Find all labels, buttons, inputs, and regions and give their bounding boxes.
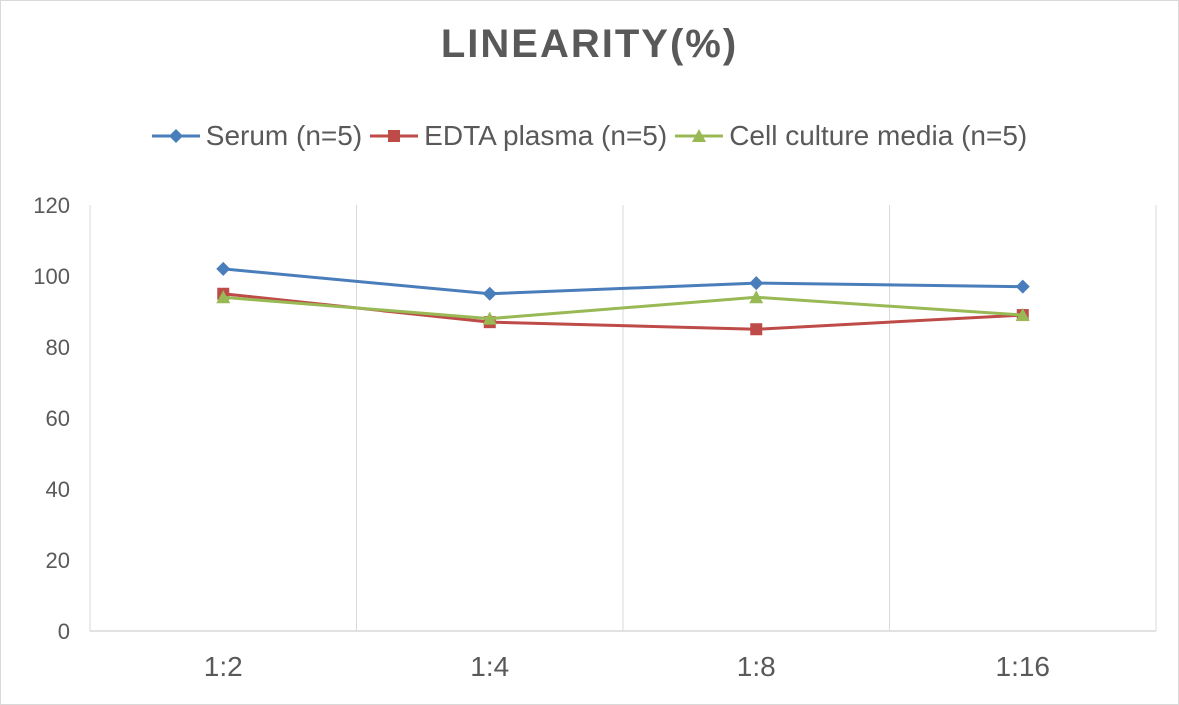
y-tick-label: 100 xyxy=(33,264,70,289)
legend-item-edta: EDTA plasma (n=5) xyxy=(370,120,667,152)
legend-label-edta: EDTA plasma (n=5) xyxy=(424,120,668,151)
data-point xyxy=(216,261,231,276)
legend-swatch-edta xyxy=(370,130,419,142)
series-line xyxy=(223,267,1023,296)
data-point xyxy=(750,323,763,336)
y-tick-label: 60 xyxy=(46,406,70,431)
data-point xyxy=(749,276,764,291)
y-tick-label: 80 xyxy=(46,335,70,360)
data-point xyxy=(1015,279,1030,294)
data-point xyxy=(1015,308,1030,322)
legend-item-serum: Serum (n=5) xyxy=(151,120,363,152)
data-point xyxy=(482,311,497,325)
series-line xyxy=(223,295,1023,321)
data-point xyxy=(749,290,764,304)
legend-swatch-serum xyxy=(151,129,200,143)
chart-title: LINEARITY(%) xyxy=(440,22,739,66)
legend-swatch-cell-culture xyxy=(675,129,724,142)
data-point xyxy=(216,290,231,304)
y-tick-label: 20 xyxy=(46,548,70,573)
y-tick-label: 40 xyxy=(46,477,70,502)
legend-label-cell-culture: Cell culture media (n=5) xyxy=(729,120,1028,151)
data-point xyxy=(482,286,497,301)
x-tick-label: 1:2 xyxy=(204,651,243,682)
legend-label-serum: Serum (n=5) xyxy=(205,120,363,151)
x-tick-label: 1:4 xyxy=(470,651,509,682)
x-tick-label: 1:8 xyxy=(737,651,776,682)
y-tick-label: 0 xyxy=(58,619,70,644)
x-tick-label: 1:16 xyxy=(996,651,1051,682)
legend-item-cell-culture: Cell culture media (n=5) xyxy=(675,120,1027,152)
y-tick-label: 120 xyxy=(33,193,70,218)
chart-legend: Serum (n=5) EDTA plasma (n=5) Cell cultu… xyxy=(0,120,1179,152)
